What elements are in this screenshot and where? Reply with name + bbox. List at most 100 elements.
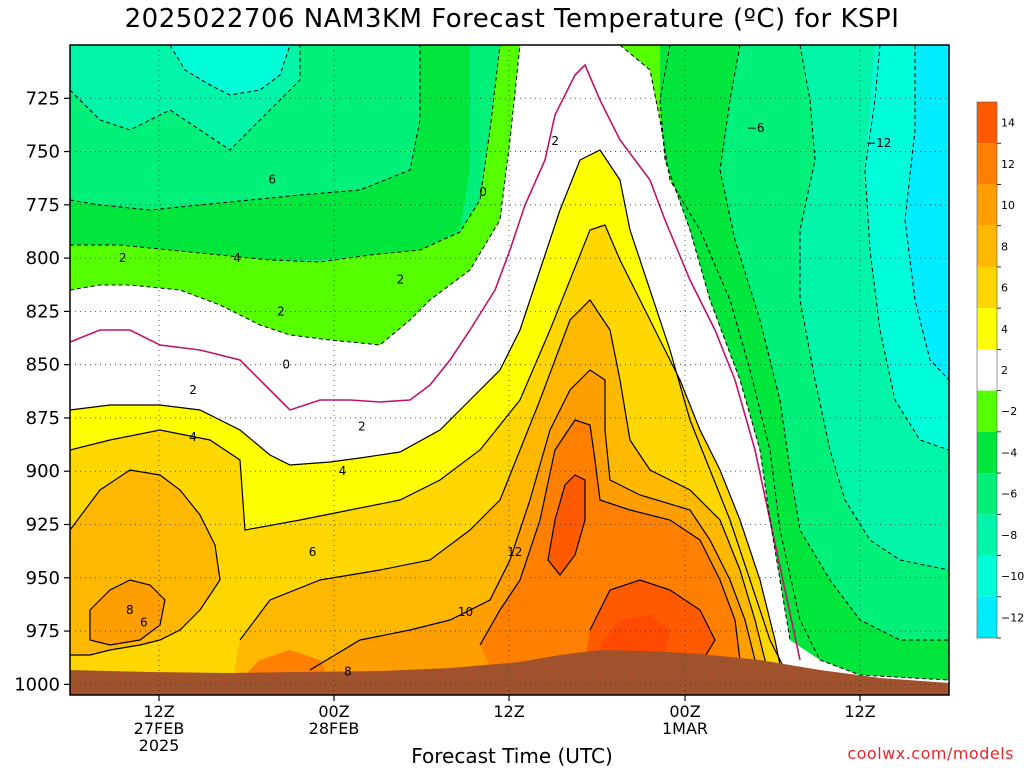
y-tick-label: 925: [26, 515, 60, 536]
colorbar-label: 6: [1001, 282, 1008, 295]
colorbar-label: −12: [1001, 611, 1024, 624]
contour-label: 6: [268, 172, 276, 186]
credit-text: coolwx.com/models: [847, 744, 1014, 763]
y-tick-label: 725: [26, 88, 60, 109]
contour-label: −6: [747, 121, 765, 135]
x-tick-label: 00Z: [669, 702, 700, 721]
grid-lines: [70, 45, 949, 695]
temperature-fill-layer: [70, 45, 949, 695]
x-tick-label: 2025: [139, 736, 180, 755]
colorbar-label: −8: [1001, 529, 1017, 542]
y-tick-label: 775: [26, 195, 60, 216]
colorbar-frame: [976, 101, 998, 639]
colorbar-label: 14: [1001, 117, 1015, 130]
plus10-contour: [479, 419, 741, 661]
colorbar-swatch: [977, 266, 997, 309]
contour-label: 8: [126, 603, 134, 617]
minus10-contour: [169, 45, 949, 451]
terrain-fill: [70, 650, 949, 695]
colorbar: 14 12 10 8 6 4 2 −2 −4 −6 −8 −10 −12: [976, 101, 1024, 639]
minus8-contour: [70, 45, 949, 571]
contour-label: 2: [358, 419, 366, 433]
colorbar-label: 10: [1001, 199, 1015, 212]
plus4-contour: [70, 224, 786, 691]
fill-region-left-m4: [70, 45, 520, 345]
minus2-contour: [70, 45, 949, 681]
colorbar-swatch: [977, 225, 997, 267]
y-tick-label: 975: [26, 621, 60, 642]
colorbar-label: 12: [1001, 158, 1015, 171]
contour-label: 2: [551, 134, 559, 148]
colorbar-swatch: [977, 431, 997, 474]
colorbar-label: 8: [1001, 240, 1008, 253]
y-tick-label: 950: [26, 568, 60, 589]
contour-label: 0: [282, 358, 290, 372]
x-tick-label: 28FEB: [309, 719, 360, 738]
contour-label: 2: [189, 383, 197, 397]
colorbar-swatch: [977, 102, 997, 144]
plus2-contour: [70, 149, 791, 681]
colorbar-swatch: [977, 184, 997, 226]
x-axis-label: Forecast Time (UTC): [411, 744, 613, 768]
plus12-contour: [547, 474, 716, 666]
colorbar-swatch: [977, 349, 997, 391]
y-tick-label: 850: [26, 355, 60, 376]
plus8-contour: [89, 369, 761, 691]
contour-label: 8: [344, 665, 352, 679]
contour-label: 2: [277, 304, 285, 318]
fill-region-right-m6: [660, 45, 949, 680]
fill-region-right-m14: [905, 45, 949, 380]
contour-label: 10: [458, 605, 473, 619]
colorbar-label: −2: [1001, 405, 1017, 418]
y-tick-label: 1000: [14, 674, 60, 695]
contour-label: 6: [309, 545, 317, 559]
contour-label: 4: [339, 464, 347, 478]
colorbar-label: −6: [1001, 488, 1017, 501]
contour-label: 4: [233, 251, 241, 265]
contour-label: 12: [507, 545, 522, 559]
y-axis: 725 750 775 800 825 850 875 900 925 950 975 1000: [14, 88, 70, 695]
minus6-contour: [70, 45, 949, 641]
fill-region-right-m12: [865, 45, 949, 450]
fill-region-p12: [548, 475, 715, 680]
y-tick-label: 800: [26, 248, 60, 269]
colorbar-label: 2: [1001, 364, 1008, 377]
colorbar-label: −4: [1001, 446, 1017, 459]
zero-contour: [70, 63, 801, 661]
minus12-contour: [904, 45, 949, 381]
chart-title: 2025022706 NAM3KM Forecast Temperature (…: [124, 4, 900, 34]
contour-label: 6: [140, 616, 148, 630]
fill-region-right-m8: [720, 45, 949, 640]
fill-region-left-m12: [170, 45, 290, 95]
x-tick-label: 27FEB: [134, 719, 185, 738]
y-tick-label: 875: [26, 408, 60, 429]
y-tick-label: 750: [26, 142, 60, 163]
x-tick-label: 12Z: [844, 702, 875, 721]
x-tick-label: 1MAR: [662, 719, 708, 738]
y-tick-label: 825: [26, 301, 60, 322]
colorbar-swatch: [977, 390, 997, 432]
contour-label: 2: [119, 251, 127, 265]
colorbar-swatch: [977, 514, 997, 556]
fill-region-right-m10: [800, 45, 949, 570]
fill-region-left-m6: [70, 45, 470, 260]
colorbar-swatch: [977, 308, 997, 350]
colorbar-swatch: [977, 555, 997, 597]
x-tick-label: 12Z: [493, 702, 524, 721]
contour-label: 0: [479, 185, 487, 199]
y-tick-label: 900: [26, 461, 60, 482]
x-tick-label: 12Z: [143, 702, 174, 721]
contour-label: −12: [866, 136, 891, 150]
colorbar-label: −10: [1001, 570, 1024, 583]
colorbar-label: 4: [1001, 323, 1008, 336]
colorbar-swatch: [977, 596, 997, 638]
x-tick-label: 00Z: [318, 702, 349, 721]
colorbar-swatch: [977, 473, 997, 515]
colorbar-swatch: [977, 143, 997, 185]
contour-label: 2: [397, 272, 405, 286]
plus6-contour: [70, 299, 771, 691]
contour-label: 4: [189, 430, 197, 444]
